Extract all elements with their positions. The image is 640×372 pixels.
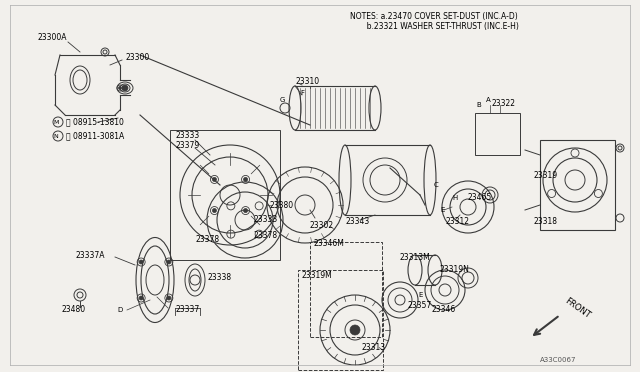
Text: 23379: 23379 bbox=[175, 141, 199, 150]
Text: b.23321 WASHER SET-THRUST (INC.E-H): b.23321 WASHER SET-THRUST (INC.E-H) bbox=[350, 22, 519, 32]
Text: FRONT: FRONT bbox=[563, 296, 592, 320]
Text: 23313M: 23313M bbox=[400, 253, 431, 262]
Circle shape bbox=[118, 87, 122, 90]
Text: 23465: 23465 bbox=[468, 192, 492, 202]
Text: C: C bbox=[434, 182, 439, 188]
Text: 23322: 23322 bbox=[492, 99, 516, 108]
Circle shape bbox=[122, 85, 128, 91]
Circle shape bbox=[139, 296, 143, 300]
Text: ⓜ 08915-13810: ⓜ 08915-13810 bbox=[66, 118, 124, 126]
Text: 23318: 23318 bbox=[533, 218, 557, 227]
Text: 23302: 23302 bbox=[310, 221, 334, 230]
Text: NOTES: a.23470 COVER SET-DUST (INC.A-D): NOTES: a.23470 COVER SET-DUST (INC.A-D) bbox=[350, 13, 518, 22]
Circle shape bbox=[244, 177, 248, 182]
Text: 23380: 23380 bbox=[270, 201, 294, 209]
Text: 23333: 23333 bbox=[253, 215, 277, 224]
Text: 23346: 23346 bbox=[432, 305, 456, 314]
Text: A: A bbox=[486, 97, 491, 103]
Bar bbox=[298, 270, 383, 370]
Text: 23378: 23378 bbox=[195, 235, 219, 244]
Bar bbox=[475, 113, 520, 155]
Circle shape bbox=[350, 325, 360, 335]
Text: H: H bbox=[452, 195, 457, 201]
Text: ⓝ 08911-3081A: ⓝ 08911-3081A bbox=[66, 131, 124, 141]
Text: 23346M: 23346M bbox=[313, 240, 344, 248]
Text: 23378: 23378 bbox=[253, 231, 277, 240]
Circle shape bbox=[167, 260, 171, 264]
Text: 23300: 23300 bbox=[125, 54, 149, 62]
Text: 23337: 23337 bbox=[175, 305, 199, 314]
Bar bbox=[540, 140, 615, 230]
Text: 23319: 23319 bbox=[533, 170, 557, 180]
Text: B: B bbox=[476, 102, 481, 108]
Text: N: N bbox=[54, 134, 58, 138]
Text: E: E bbox=[418, 292, 422, 298]
Bar bbox=[170, 130, 280, 260]
Text: F: F bbox=[300, 90, 304, 96]
Text: 23313: 23313 bbox=[362, 343, 386, 353]
Text: 23338: 23338 bbox=[207, 273, 231, 282]
Text: E: E bbox=[440, 207, 444, 213]
Text: 23310: 23310 bbox=[295, 77, 319, 87]
Text: M: M bbox=[53, 119, 59, 125]
Text: A33C0067: A33C0067 bbox=[540, 357, 577, 363]
Text: 23319M: 23319M bbox=[302, 270, 333, 279]
Circle shape bbox=[212, 209, 216, 212]
Text: 23333: 23333 bbox=[175, 131, 199, 140]
Circle shape bbox=[212, 177, 216, 182]
Circle shape bbox=[139, 260, 143, 264]
Text: 23319N: 23319N bbox=[440, 266, 470, 275]
Circle shape bbox=[167, 296, 171, 300]
Text: 23312: 23312 bbox=[446, 218, 470, 227]
Text: G: G bbox=[280, 97, 285, 103]
Text: 23357: 23357 bbox=[407, 301, 431, 310]
Text: 23337A: 23337A bbox=[75, 250, 104, 260]
Text: 23480: 23480 bbox=[62, 305, 86, 314]
Circle shape bbox=[244, 209, 248, 212]
Text: 23300A: 23300A bbox=[38, 33, 67, 42]
Bar bbox=[310, 242, 382, 337]
Text: D: D bbox=[117, 307, 122, 313]
Text: 23343: 23343 bbox=[345, 218, 369, 227]
